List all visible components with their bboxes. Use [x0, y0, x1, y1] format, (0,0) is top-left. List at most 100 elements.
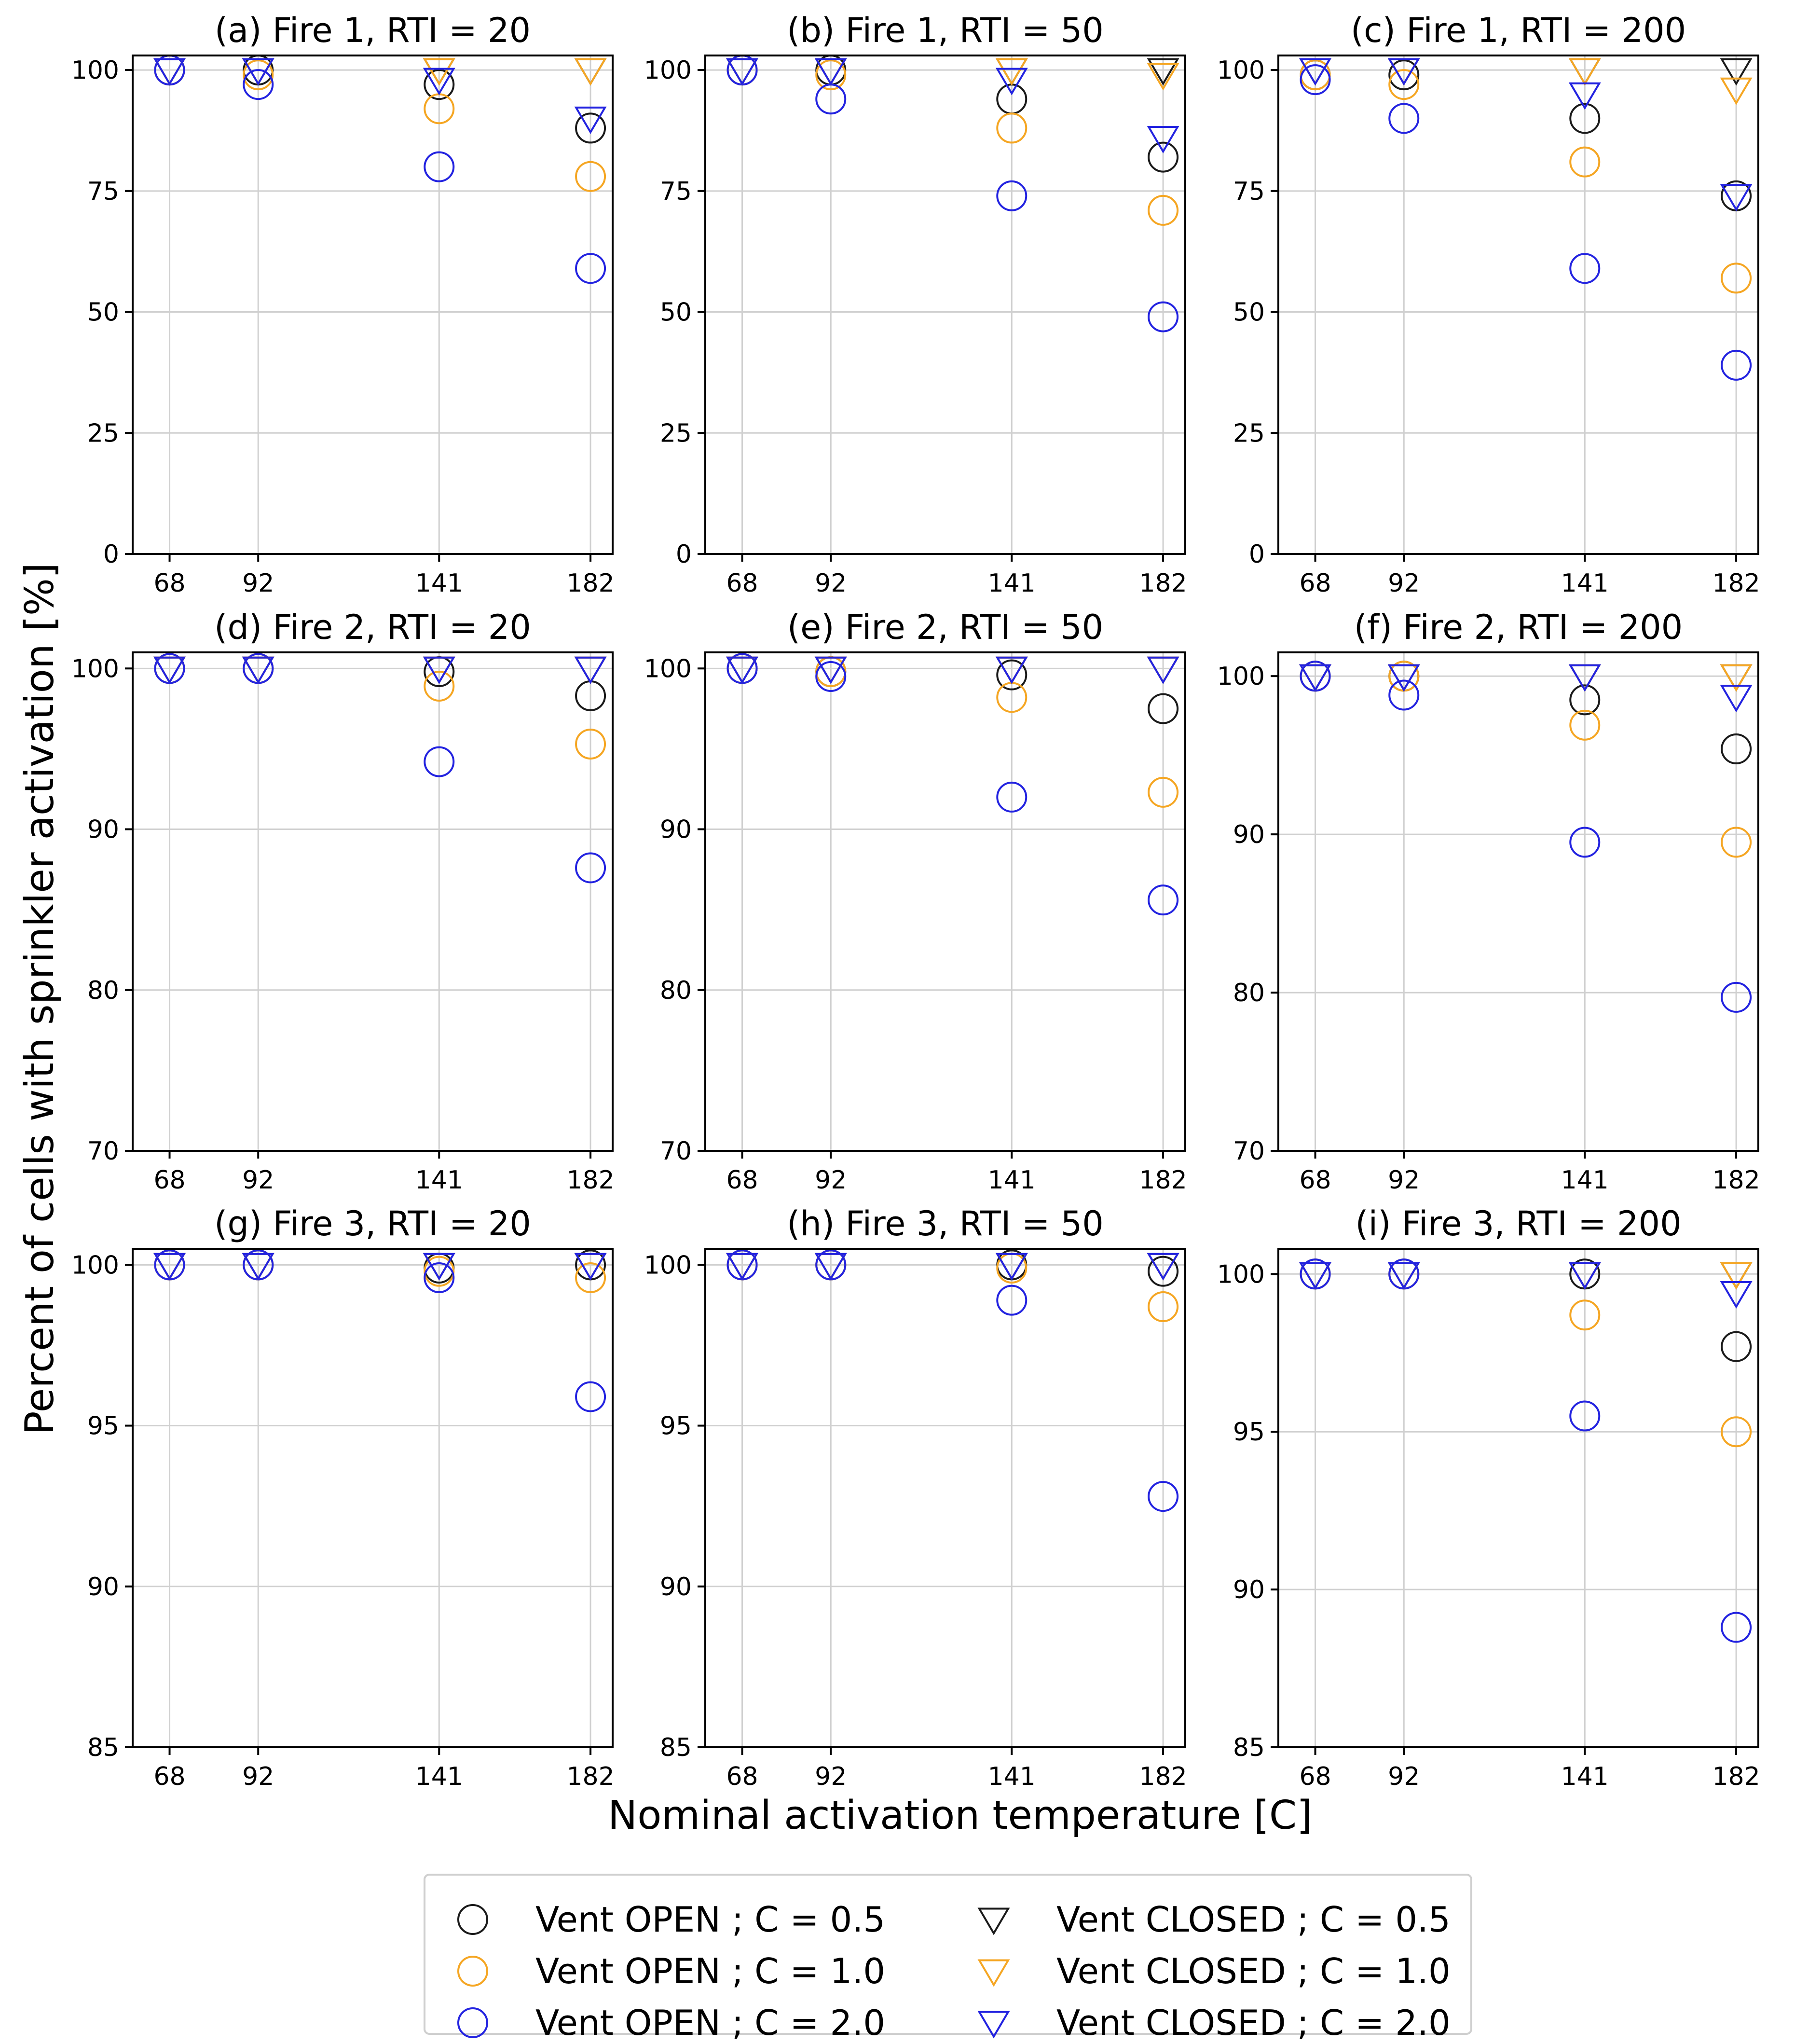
legend-item-open_10: Vent OPEN ; C = 1.0: [457, 1951, 885, 1991]
panel-i: 68 92 141 182 85 90 95 100 (i) Fire 3, RTI = 200: [1217, 1204, 1760, 1791]
x-tick-label: 182: [1712, 1762, 1760, 1791]
x-tick-label: 68: [726, 1762, 758, 1791]
data-point-open_05: [1569, 103, 1601, 134]
plot-frame: [704, 651, 1186, 1152]
data-point-closed_20: [574, 106, 607, 134]
data-point-open_05: [1148, 1256, 1179, 1287]
data-point-open_05: [1388, 59, 1420, 91]
data-point-closed_10: [1147, 63, 1179, 91]
data-point-closed_20: [1720, 685, 1753, 713]
x-tick-label: 92: [815, 1762, 847, 1791]
data-point-closed_20: [814, 58, 847, 86]
data-point-open_20: [1148, 1481, 1179, 1512]
y-tick-label: 0: [103, 540, 119, 569]
data-point-open_20: [1721, 981, 1752, 1013]
panel-f: 68 92 141 182 70 80 90 100 (f) Fire 2, RTI = 200: [1217, 608, 1760, 1195]
data-point-open_20: [1569, 1400, 1601, 1432]
data-point-closed_20: [814, 1253, 847, 1281]
x-tick-label: 92: [1388, 1762, 1420, 1791]
data-point-open_05: [1569, 684, 1601, 716]
data-point-closed_10: [1720, 77, 1753, 105]
legend-label: Vent CLOSED ; C = 2.0: [1056, 2003, 1451, 2043]
data-point-open_10: [1148, 776, 1179, 808]
data-point-closed_20: [726, 1253, 758, 1281]
x-tick-label: 182: [1712, 569, 1760, 598]
data-point-open_20: [1569, 253, 1601, 284]
data-point-open_20: [424, 1262, 455, 1293]
y-tick-label: 50: [1233, 298, 1265, 327]
legend-label: Vent OPEN ; C = 0.5: [535, 1899, 885, 1940]
y-tick-label: 90: [660, 1573, 692, 1602]
data-point-open_20: [996, 180, 1028, 211]
data-point-open_10: [1148, 194, 1179, 226]
data-point-open_10: [1388, 69, 1420, 100]
data-point-open_20: [243, 69, 274, 100]
y-tick-label: 70: [660, 1137, 692, 1166]
legend-label: Vent CLOSED ; C = 0.5: [1056, 1899, 1451, 1940]
legend-marker-open_10: [457, 1956, 488, 1987]
data-point-closed_20: [1299, 1262, 1331, 1290]
plot-frame: [132, 651, 614, 1152]
x-tick-label: 92: [242, 569, 274, 598]
panel-title: (d) Fire 2, RTI = 20: [214, 608, 531, 647]
data-point-closed_20: [995, 1253, 1028, 1281]
y-tick-label: 100: [71, 1251, 119, 1280]
data-point-closed_20: [1568, 1262, 1601, 1290]
y-tick-label: 85: [660, 1733, 692, 1762]
y-tick-label: 100: [71, 654, 119, 683]
data-point-closed_10: [1720, 664, 1753, 692]
y-tick-label: 80: [660, 976, 692, 1005]
panel-h: 68 92 141 182 85 90 95 100 (h) Fire 3, RTI = 50: [644, 1204, 1187, 1791]
y-tick-label: 75: [660, 177, 692, 206]
data-point-closed_20: [1147, 656, 1179, 684]
data-point-closed_20: [423, 68, 455, 96]
data-point-open_10: [1569, 1299, 1601, 1331]
legend-marker-open_20: [457, 2007, 488, 2038]
x-tick-label: 141: [988, 1762, 1036, 1791]
y-tick-label: 100: [644, 654, 692, 683]
y-tick-label: 90: [1233, 820, 1265, 849]
data-point-closed_20: [726, 58, 758, 86]
y-tick-label: 90: [660, 815, 692, 844]
x-axis-label: Nominal activation temperature [C]: [608, 1793, 1312, 1838]
panel-title: (h) Fire 3, RTI = 50: [787, 1204, 1104, 1243]
data-point-open_20: [424, 151, 455, 182]
y-tick-label: 95: [87, 1412, 119, 1441]
legend-item-closed_05: Vent CLOSED ; C = 0.5: [977, 1899, 1451, 1940]
y-tick-label: 80: [87, 976, 119, 1005]
x-tick-label: 141: [1561, 1762, 1609, 1791]
data-point-open_20: [996, 781, 1028, 813]
legend-label: Vent OPEN ; C = 1.0: [535, 1951, 885, 1991]
x-tick-label: 68: [726, 1166, 758, 1195]
data-point-open_05: [1721, 1331, 1752, 1362]
panel-title: (g) Fire 3, RTI = 20: [214, 1204, 531, 1243]
data-point-closed_20: [1568, 82, 1601, 110]
plot-frame: [1277, 651, 1759, 1152]
y-tick-label: 100: [1217, 1260, 1265, 1289]
data-point-open_10: [424, 1256, 455, 1287]
data-point-open_20: [1388, 103, 1420, 134]
data-point-open_20: [575, 253, 606, 284]
data-point-open_10: [575, 728, 606, 760]
data-point-closed_20: [153, 656, 186, 684]
x-tick-label: 92: [1388, 569, 1420, 598]
y-tick-label: 85: [87, 1733, 119, 1762]
y-tick-label: 75: [87, 177, 119, 206]
data-point-closed_20: [1147, 126, 1179, 153]
panel-title: (i) Fire 3, RTI = 200: [1355, 1204, 1681, 1243]
x-tick-label: 68: [726, 569, 758, 598]
panel-d: 68 92 141 182 70 80 90 100 (d) Fire 2, RTI = 20: [71, 608, 615, 1195]
data-point-open_10: [815, 59, 847, 91]
data-point-closed_20: [1387, 664, 1420, 692]
data-point-open_10: [1569, 709, 1601, 741]
data-point-closed_20: [1568, 664, 1601, 692]
y-tick-label: 100: [1217, 56, 1265, 85]
x-tick-label: 141: [1561, 569, 1609, 598]
panel-a: 68 92 141 182 0 25 50 75 100 (a) Fire 1, RTI = 20: [71, 11, 615, 598]
y-tick-label: 100: [644, 1251, 692, 1280]
panel-c: 68 92 141 182 0 25 50 75 100 (c) Fire 1, RTI = 20…: [1217, 11, 1760, 598]
data-point-closed_20: [1299, 664, 1331, 692]
data-point-open_10: [243, 59, 274, 91]
data-point-closed_20: [1720, 184, 1753, 212]
subplot-grid: 68 92 141 182 0 25 50 75 100 (a) Fire 1, RTI = 20…: [71, 11, 1760, 1791]
